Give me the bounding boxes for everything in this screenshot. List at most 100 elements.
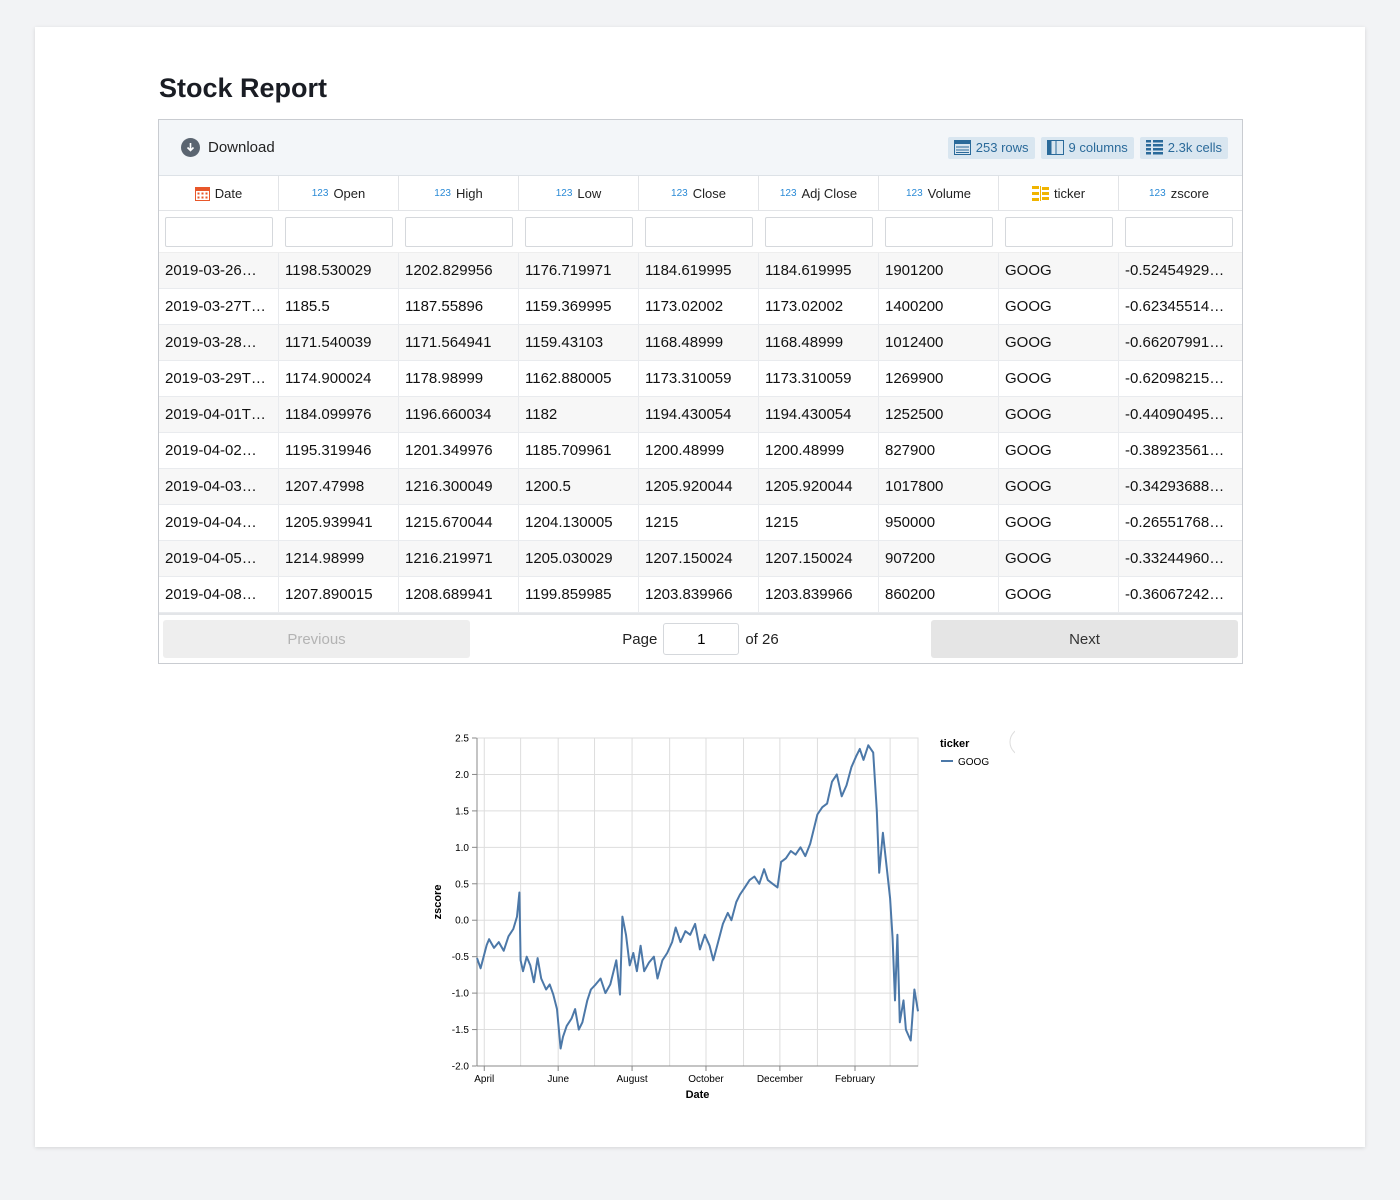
cell-close[interactable]: 1207.150024 bbox=[639, 541, 759, 576]
cell-adj-close[interactable]: 1205.920044 bbox=[759, 469, 879, 504]
cell-close[interactable]: 1173.02002 bbox=[639, 289, 759, 324]
cell-adj-close[interactable]: 1200.48999 bbox=[759, 433, 879, 468]
cell-ticker[interactable]: GOOG bbox=[999, 541, 1119, 576]
cell-close[interactable]: 1194.430054 bbox=[639, 397, 759, 432]
cell-adj-close[interactable]: 1207.150024 bbox=[759, 541, 879, 576]
column-header-high[interactable]: 123 High bbox=[399, 176, 519, 210]
cell-adj-close[interactable]: 1173.310059 bbox=[759, 361, 879, 396]
cell-volume[interactable]: 950000 bbox=[879, 505, 999, 540]
filter-input-zscore[interactable] bbox=[1125, 216, 1233, 247]
cell-ticker[interactable]: GOOG bbox=[999, 505, 1119, 540]
cell-zscore[interactable]: -0.34293688… bbox=[1125, 478, 1225, 495]
cell-volume[interactable]: 827900 bbox=[879, 433, 999, 468]
cell-zscore[interactable]: -0.62098215… bbox=[1125, 370, 1225, 387]
cell-adj-close[interactable]: 1184.619995 bbox=[759, 253, 879, 288]
cell-ticker[interactable]: GOOG bbox=[999, 289, 1119, 324]
cell-date[interactable]: 2019-04-01T… bbox=[159, 397, 279, 432]
page-number-input[interactable] bbox=[663, 623, 740, 655]
cell-zscore[interactable]: -0.33244960… bbox=[1125, 550, 1225, 567]
cell-adj-close[interactable]: 1168.48999 bbox=[759, 325, 879, 360]
cell-volume[interactable]: 1252500 bbox=[879, 397, 999, 432]
cell-low[interactable]: 1205.030029 bbox=[519, 541, 639, 576]
cell-close[interactable]: 1203.839966 bbox=[639, 577, 759, 612]
cell-high[interactable]: 1201.349976 bbox=[399, 433, 519, 468]
cell-volume[interactable]: 860200 bbox=[879, 577, 999, 612]
cell-date[interactable]: 2019-03-29T… bbox=[159, 361, 279, 396]
cell-high[interactable]: 1208.689941 bbox=[399, 577, 519, 612]
cell-low[interactable]: 1159.43103 bbox=[519, 325, 639, 360]
cell-zscore[interactable]: -0.36067242… bbox=[1125, 586, 1225, 603]
cell-open[interactable]: 1198.530029 bbox=[279, 253, 399, 288]
more-options-icon[interactable] bbox=[1009, 727, 1039, 757]
cell-high[interactable]: 1178.98999 bbox=[399, 361, 519, 396]
cell-close[interactable]: 1200.48999 bbox=[639, 433, 759, 468]
filter-input-adj-close[interactable] bbox=[765, 216, 873, 247]
column-header-zscore[interactable]: 123 zscore bbox=[1149, 185, 1209, 201]
previous-button[interactable]: Previous bbox=[163, 620, 470, 658]
cell-low[interactable]: 1199.859985 bbox=[519, 577, 639, 612]
cell-ticker[interactable]: GOOG bbox=[999, 361, 1119, 396]
cell-volume[interactable]: 907200 bbox=[879, 541, 999, 576]
cell-ticker[interactable]: GOOG bbox=[999, 397, 1119, 432]
cell-ticker[interactable]: GOOG bbox=[999, 253, 1119, 288]
cell-high[interactable]: 1202.829956 bbox=[399, 253, 519, 288]
cell-high[interactable]: 1216.219971 bbox=[399, 541, 519, 576]
filter-input-date[interactable] bbox=[165, 216, 273, 247]
cell-zscore[interactable]: -0.26551768… bbox=[1125, 514, 1225, 531]
cell-volume[interactable]: 1901200 bbox=[879, 253, 999, 288]
cell-open[interactable]: 1214.98999 bbox=[279, 541, 399, 576]
cell-ticker[interactable]: GOOG bbox=[999, 433, 1119, 468]
column-header-open[interactable]: 123 Open bbox=[279, 176, 399, 210]
cell-adj-close[interactable]: 1194.430054 bbox=[759, 397, 879, 432]
cell-ticker[interactable]: GOOG bbox=[999, 325, 1119, 360]
filter-input-high[interactable] bbox=[405, 216, 513, 247]
cell-adj-close[interactable]: 1215 bbox=[759, 505, 879, 540]
filter-input-ticker[interactable] bbox=[1005, 216, 1113, 247]
cell-high[interactable]: 1216.300049 bbox=[399, 469, 519, 504]
cell-high[interactable]: 1196.660034 bbox=[399, 397, 519, 432]
cell-high[interactable]: 1215.670044 bbox=[399, 505, 519, 540]
cell-low[interactable]: 1185.709961 bbox=[519, 433, 639, 468]
cell-date[interactable]: 2019-04-04… bbox=[159, 505, 279, 540]
cell-volume[interactable]: 1012400 bbox=[879, 325, 999, 360]
cell-open[interactable]: 1171.540039 bbox=[279, 325, 399, 360]
cell-open[interactable]: 1205.939941 bbox=[279, 505, 399, 540]
cell-low[interactable]: 1176.719971 bbox=[519, 253, 639, 288]
cell-close[interactable]: 1215 bbox=[639, 505, 759, 540]
cell-close[interactable]: 1173.310059 bbox=[639, 361, 759, 396]
cell-close[interactable]: 1168.48999 bbox=[639, 325, 759, 360]
cell-open[interactable]: 1207.890015 bbox=[279, 577, 399, 612]
cell-high[interactable]: 1187.55896 bbox=[399, 289, 519, 324]
cell-close[interactable]: 1184.619995 bbox=[639, 253, 759, 288]
cell-close[interactable]: 1205.920044 bbox=[639, 469, 759, 504]
cell-open[interactable]: 1185.5 bbox=[279, 289, 399, 324]
filter-input-open[interactable] bbox=[285, 216, 393, 247]
cell-low[interactable]: 1204.130005 bbox=[519, 505, 639, 540]
cell-adj-close[interactable]: 1173.02002 bbox=[759, 289, 879, 324]
cell-low[interactable]: 1162.880005 bbox=[519, 361, 639, 396]
cell-date[interactable]: 2019-04-02… bbox=[159, 433, 279, 468]
column-header-date[interactable]: Date bbox=[159, 176, 279, 210]
cell-zscore[interactable]: -0.38923561… bbox=[1125, 442, 1225, 459]
column-header-close[interactable]: 123 Close bbox=[639, 176, 759, 210]
column-header-adj-close[interactable]: 123 Adj Close bbox=[759, 176, 879, 210]
cell-open[interactable]: 1195.319946 bbox=[279, 433, 399, 468]
cell-open[interactable]: 1184.099976 bbox=[279, 397, 399, 432]
cell-volume[interactable]: 1400200 bbox=[879, 289, 999, 324]
filter-input-low[interactable] bbox=[525, 216, 633, 247]
cell-date[interactable]: 2019-03-26… bbox=[159, 253, 279, 288]
cell-date[interactable]: 2019-04-03… bbox=[159, 469, 279, 504]
filter-input-volume[interactable] bbox=[885, 216, 993, 247]
cell-open[interactable]: 1207.47998 bbox=[279, 469, 399, 504]
cell-zscore[interactable]: -0.52454929… bbox=[1125, 262, 1225, 279]
cell-volume[interactable]: 1017800 bbox=[879, 469, 999, 504]
cell-volume[interactable]: 1269900 bbox=[879, 361, 999, 396]
cell-ticker[interactable]: GOOG bbox=[999, 577, 1119, 612]
cell-open[interactable]: 1174.900024 bbox=[279, 361, 399, 396]
cell-low[interactable]: 1182 bbox=[519, 397, 639, 432]
cell-date[interactable]: 2019-04-05… bbox=[159, 541, 279, 576]
cell-ticker[interactable]: GOOG bbox=[999, 469, 1119, 504]
next-button[interactable]: Next bbox=[931, 620, 1238, 658]
column-header-ticker[interactable]: ticker bbox=[999, 176, 1119, 210]
column-header-low[interactable]: 123 Low bbox=[519, 176, 639, 210]
